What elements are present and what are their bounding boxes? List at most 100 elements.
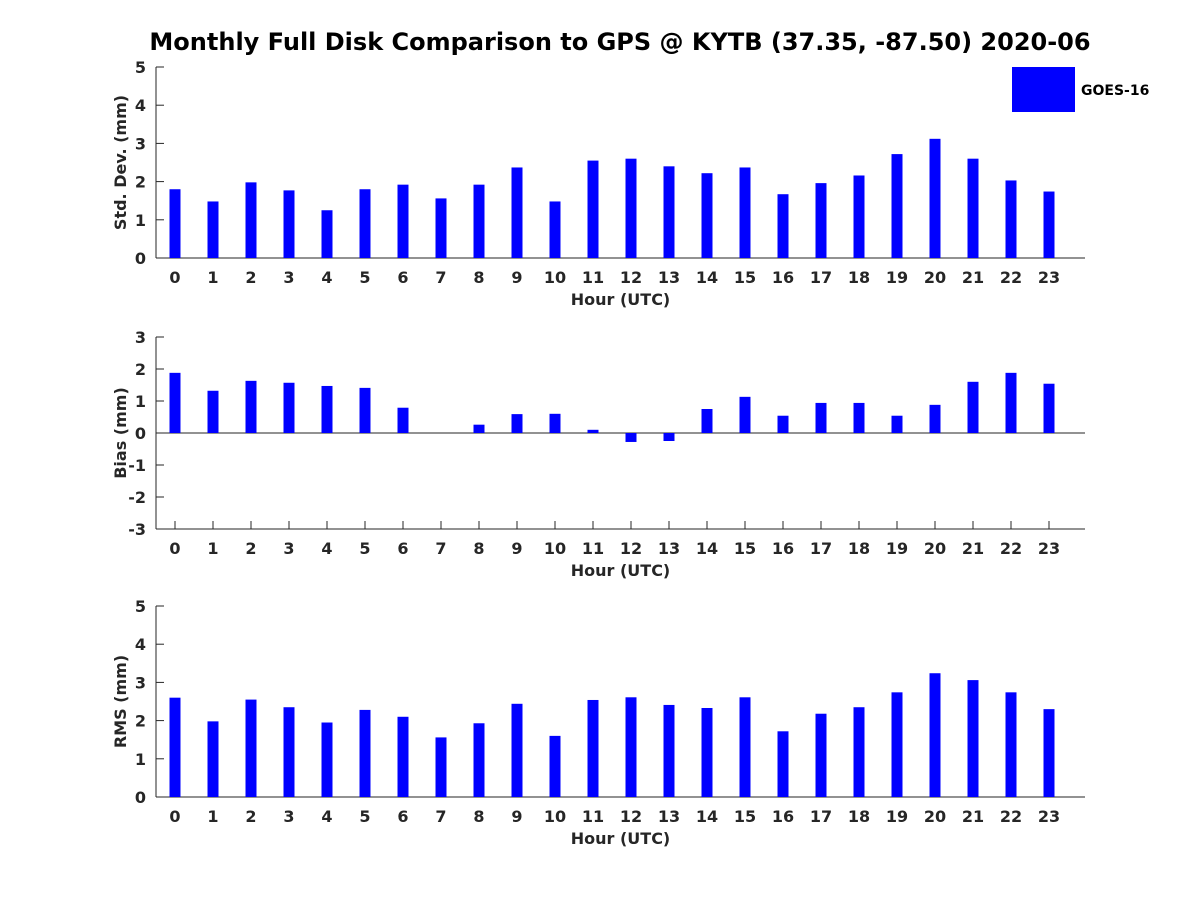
bar-hour-18 [853, 707, 865, 797]
bar-hour-3 [283, 707, 295, 797]
x-tick-label: 0 [169, 539, 180, 558]
x-tick-label: 1 [207, 539, 218, 558]
y-tick-label: 3 [135, 134, 146, 153]
x-tick-label: 12 [620, 539, 642, 558]
figure-title: Monthly Full Disk Comparison to GPS @ KY… [149, 28, 1091, 56]
x-tick-label: 4 [321, 807, 332, 826]
x-tick-label: 17 [810, 807, 832, 826]
y-tick-label: 0 [135, 424, 146, 443]
bar-hour-11 [587, 160, 599, 258]
x-tick-label: 4 [321, 268, 332, 287]
bar-hour-12 [625, 158, 637, 258]
bar-hour-9 [511, 414, 523, 433]
x-tick-label: 23 [1038, 807, 1060, 826]
x-tick-label: 10 [544, 268, 566, 287]
bar-hour-10 [549, 413, 561, 433]
x-tick-label: 0 [169, 268, 180, 287]
x-tick-label: 11 [582, 268, 604, 287]
bar-hour-5 [359, 709, 371, 797]
x-tick-label: 19 [886, 807, 908, 826]
bar-hour-7 [435, 737, 447, 797]
y-tick-label: 3 [135, 673, 146, 692]
x-tick-label: 9 [511, 268, 522, 287]
y-tick-label: 1 [135, 750, 146, 769]
y-axis-label: Bias (mm) [111, 387, 130, 479]
x-tick-label: 15 [734, 268, 756, 287]
x-tick-label: 21 [962, 539, 984, 558]
bar-hour-14 [701, 173, 713, 258]
x-tick-label: 19 [886, 268, 908, 287]
x-axis-label: Hour (UTC) [571, 561, 671, 580]
x-tick-label: 14 [696, 539, 718, 558]
bar-hour-22 [1005, 692, 1017, 797]
x-tick-label: 10 [544, 807, 566, 826]
y-tick-label: 2 [135, 173, 146, 192]
bar-hour-13 [663, 433, 675, 441]
bar-hour-4 [321, 722, 333, 797]
x-tick-label: 17 [810, 539, 832, 558]
x-tick-label: 21 [962, 807, 984, 826]
bar-hour-15 [739, 167, 751, 258]
bar-hour-21 [967, 680, 979, 797]
bar-hour-22 [1005, 372, 1017, 433]
bar-hour-9 [511, 167, 523, 258]
y-tick-label: 0 [135, 788, 146, 807]
y-axis-label: Std. Dev. (mm) [111, 95, 130, 230]
x-tick-label: 11 [582, 807, 604, 826]
bar-hour-17 [815, 183, 827, 258]
bar-hour-6 [397, 184, 409, 258]
x-tick-label: 3 [283, 807, 294, 826]
x-axis-label: Hour (UTC) [571, 290, 671, 309]
y-tick-label: 3 [135, 328, 146, 347]
bar-hour-8 [473, 184, 485, 258]
bar-hour-20 [929, 673, 941, 797]
y-axis-label: RMS (mm) [111, 655, 130, 748]
y-tick-label: 5 [135, 58, 146, 77]
bar-hour-20 [929, 404, 941, 433]
x-tick-label: 12 [620, 268, 642, 287]
x-tick-label: 22 [1000, 539, 1022, 558]
bar-hour-2 [245, 182, 257, 258]
x-tick-label: 15 [734, 807, 756, 826]
bar-hour-10 [549, 201, 561, 258]
x-tick-label: 20 [924, 807, 946, 826]
bar-hour-7 [435, 198, 447, 258]
x-tick-label: 9 [511, 539, 522, 558]
x-tick-label: 18 [848, 807, 870, 826]
bar-hour-0 [169, 372, 181, 433]
bar-hour-23 [1043, 191, 1055, 258]
bar-hour-12 [625, 433, 637, 442]
x-tick-label: 14 [696, 807, 718, 826]
x-axis-label: Hour (UTC) [571, 829, 671, 848]
x-tick-label: 3 [283, 268, 294, 287]
x-tick-label: 6 [397, 807, 408, 826]
x-tick-label: 5 [359, 539, 370, 558]
x-tick-label: 22 [1000, 807, 1022, 826]
x-tick-label: 19 [886, 539, 908, 558]
bar-hour-4 [321, 385, 333, 433]
bar-hour-3 [283, 190, 295, 258]
bar-hour-19 [891, 154, 903, 258]
bar-hour-17 [815, 713, 827, 797]
x-tick-label: 6 [397, 539, 408, 558]
x-tick-label: 23 [1038, 268, 1060, 287]
bar-hour-21 [967, 158, 979, 258]
bar-hour-16 [777, 731, 789, 797]
x-tick-label: 3 [283, 539, 294, 558]
bar-hour-4 [321, 210, 333, 258]
x-tick-label: 17 [810, 268, 832, 287]
x-tick-label: 18 [848, 539, 870, 558]
legend: GOES-16 [1012, 67, 1149, 112]
bar-hour-16 [777, 415, 789, 433]
bar-hour-11 [587, 699, 599, 797]
bar-hour-5 [359, 189, 371, 258]
x-tick-label: 13 [658, 268, 680, 287]
x-tick-label: 16 [772, 268, 794, 287]
x-tick-label: 23 [1038, 539, 1060, 558]
x-tick-label: 7 [435, 539, 446, 558]
x-tick-label: 22 [1000, 268, 1022, 287]
bar-hour-2 [245, 380, 257, 433]
y-tick-label: 2 [135, 712, 146, 731]
